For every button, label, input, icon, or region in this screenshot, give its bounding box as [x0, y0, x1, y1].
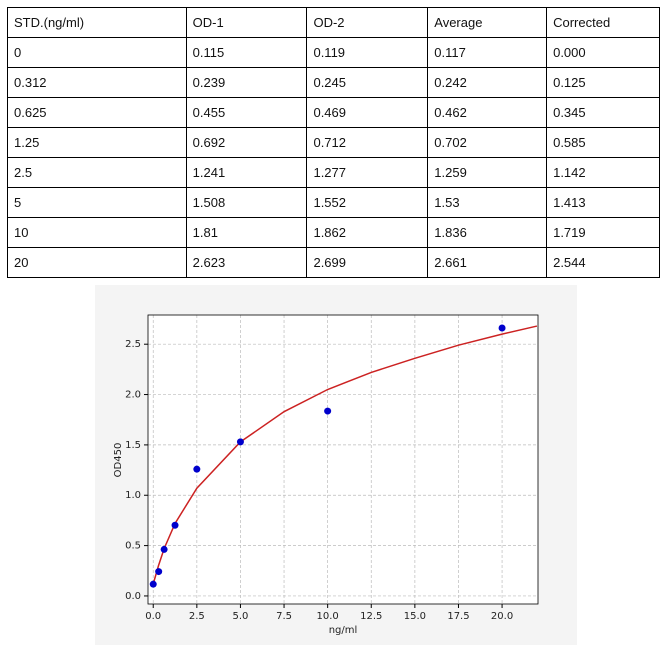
table-body: STD.(ng/ml) OD-1 OD-2 Average Corrected 0 0.11… [7, 7, 660, 278]
y-tick-label: 0.0 [125, 591, 141, 602]
y-tick-label: 2.0 [125, 390, 141, 401]
table-row: 10 1.81 1.862 1.836 1.719 [7, 217, 660, 248]
table-cell: 0.462 [427, 97, 548, 128]
x-tick-label: 0.0 [145, 611, 161, 622]
data-point [155, 568, 163, 576]
table-cell: 2.623 [185, 247, 308, 278]
table-cell: 0.469 [306, 97, 429, 128]
data-point [160, 545, 168, 553]
table-cell: 0.115 [185, 37, 308, 68]
x-tick-label: 10.0 [317, 611, 339, 622]
table-row: 0.625 0.455 0.469 0.462 0.345 [7, 97, 660, 128]
table-cell: 0.119 [306, 37, 429, 68]
table-row: 0 0.115 0.119 0.117 0.000 [7, 37, 660, 68]
table-cell: 0.625 [7, 97, 187, 128]
table-cell: Average [427, 7, 548, 38]
table-row: 5 1.508 1.552 1.53 1.413 [7, 187, 660, 218]
y-axis-label: OD450 [113, 443, 124, 478]
table-cell: 0.692 [185, 127, 308, 158]
table-cell: 1.259 [427, 157, 548, 188]
x-tick-label: 15.0 [404, 611, 426, 622]
plot-area [148, 315, 538, 604]
table-cell: 1.142 [546, 157, 660, 188]
header-row: STD.(ng/ml) OD-1 OD-2 Average Corrected [7, 7, 660, 38]
table-cell: STD.(ng/ml) [7, 7, 187, 38]
data-point [149, 580, 157, 588]
x-tick-label: 2.5 [189, 611, 205, 622]
x-tick-label: 12.5 [360, 611, 382, 622]
x-tick-label: 20.0 [491, 611, 513, 622]
data-point [193, 465, 201, 473]
data-table: STD.(ng/ml) OD-1 OD-2 Average Corrected 0 0.11… [7, 7, 660, 278]
data-point [498, 324, 506, 332]
table-cell: 1.719 [546, 217, 660, 248]
x-tick-label: 17.5 [447, 611, 469, 622]
table-row: 20 2.623 2.699 2.661 2.544 [7, 247, 660, 278]
table-cell: 0.702 [427, 127, 548, 158]
table-cell: 1.241 [185, 157, 308, 188]
table-cell: 1.862 [306, 217, 429, 248]
y-tick-label: 2.5 [125, 339, 141, 350]
y-tick-label: 1.0 [125, 490, 141, 501]
table-cell: 0.242 [427, 67, 548, 98]
table-cell: 5 [7, 187, 187, 218]
data-point [171, 521, 179, 529]
x-axis-label: ng/ml [329, 625, 358, 636]
table-cell: 0.245 [306, 67, 429, 98]
table-cell: 20 [7, 247, 187, 278]
table-cell: Corrected [546, 7, 660, 38]
table-cell: 2.699 [306, 247, 429, 278]
x-tick-label: 7.5 [276, 611, 292, 622]
table-cell: OD-1 [185, 7, 308, 38]
plot-frame [147, 314, 539, 605]
table-cell: 1.53 [427, 187, 548, 218]
y-tick-label: 0.5 [125, 541, 141, 552]
plot [148, 315, 538, 604]
x-tick-label: 5.0 [232, 611, 248, 622]
table-cell: 2.544 [546, 247, 660, 278]
table-cell: 2.661 [427, 247, 548, 278]
data-point [324, 407, 332, 415]
data-point [236, 438, 244, 446]
y-tick-label: 1.5 [125, 440, 141, 451]
